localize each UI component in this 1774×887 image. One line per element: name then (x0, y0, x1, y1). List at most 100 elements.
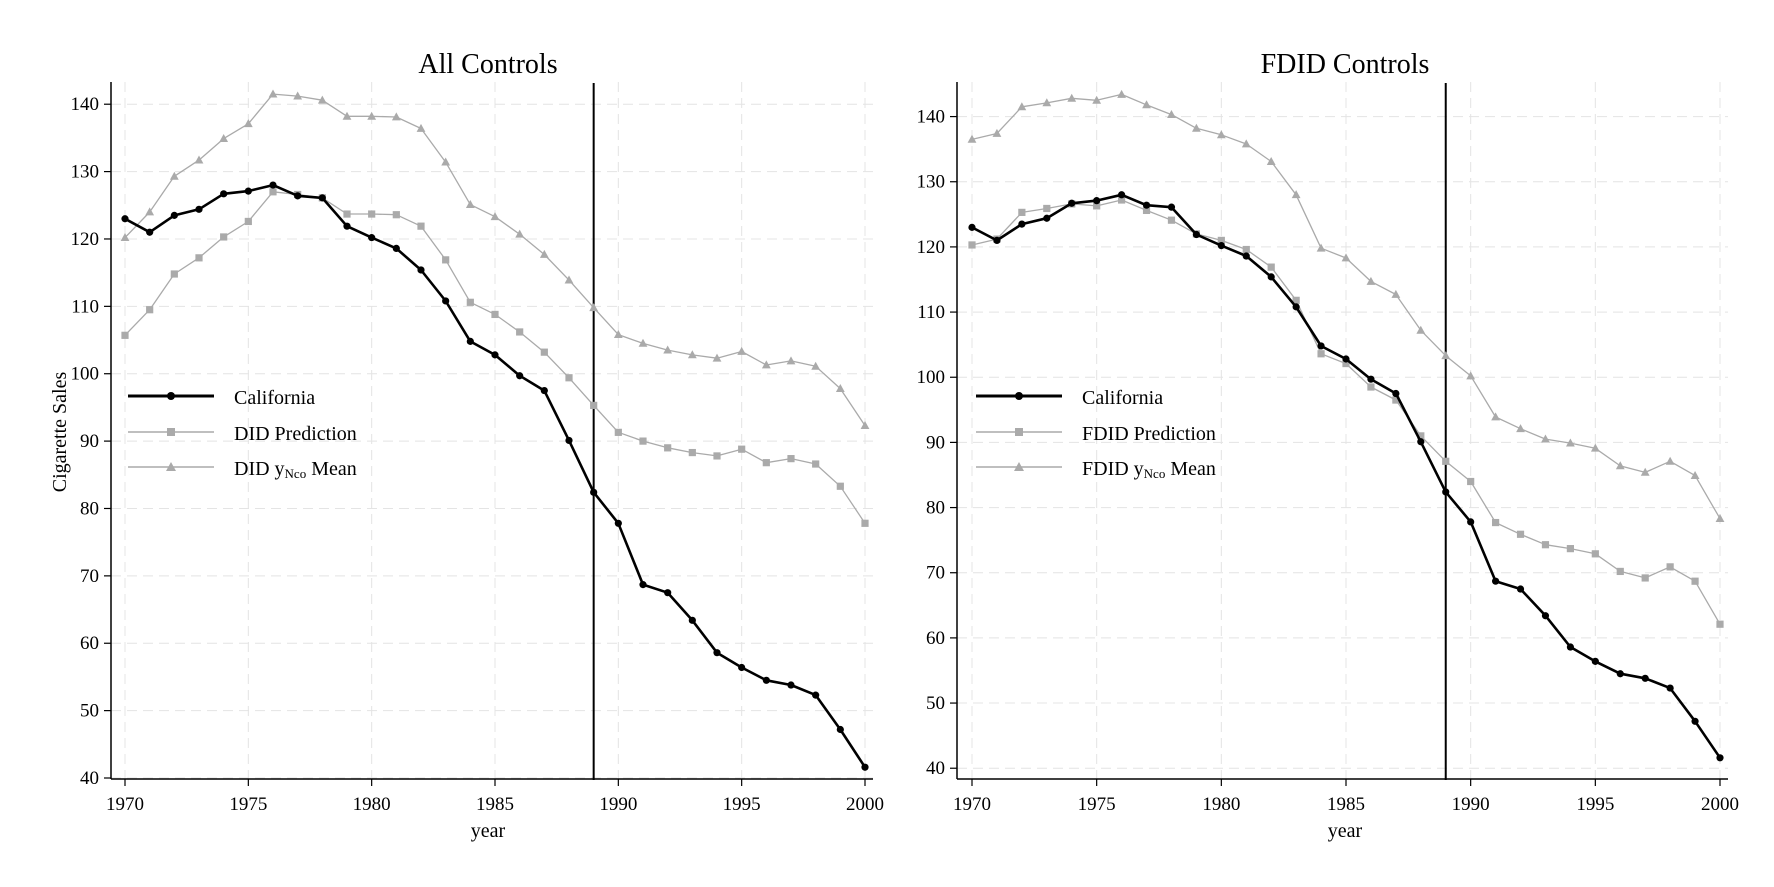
data-point (1118, 196, 1126, 204)
data-point (687, 350, 697, 359)
data-point (1591, 657, 1599, 665)
series-did-y-nco-mean (120, 89, 870, 430)
data-point (1392, 396, 1400, 404)
y-tick-label: 50 (80, 701, 99, 722)
data-point (1391, 289, 1401, 298)
data-point (1316, 243, 1326, 252)
legend: California DID Prediction DID yNco Mean (128, 387, 357, 481)
data-point (442, 256, 450, 264)
data-point (1142, 201, 1151, 209)
data-point (1541, 434, 1550, 443)
data-point (442, 297, 450, 305)
data-point (1615, 461, 1625, 470)
data-point (761, 360, 771, 369)
data-point (1566, 545, 1574, 553)
axes: 40 50 60 70 80 90 100 110 120 130 140 1970 1975 1980 1… (917, 82, 1739, 815)
y-tick-label: 100 (917, 367, 946, 388)
data-point (1491, 412, 1500, 421)
series-california (121, 181, 869, 771)
data-point (194, 155, 204, 164)
series-layer (967, 89, 1725, 762)
legend-label-prediction: DID Prediction (234, 423, 357, 445)
series-california (968, 191, 1724, 762)
data-point (1616, 567, 1624, 576)
data-point (590, 488, 598, 496)
data-point (688, 448, 696, 457)
data-point (1192, 230, 1200, 239)
data-point (836, 725, 844, 734)
y-tick-label: 70 (80, 566, 99, 587)
data-point (762, 676, 770, 684)
data-point (1492, 518, 1500, 527)
data-point (1690, 471, 1700, 480)
data-point (811, 361, 821, 370)
data-point (121, 215, 129, 223)
y-tick-label: 130 (71, 162, 100, 183)
data-point (564, 275, 574, 284)
data-point (1367, 375, 1375, 383)
data-point (1043, 214, 1051, 222)
data-point (466, 337, 474, 345)
data-point (1241, 139, 1251, 148)
data-point (565, 374, 573, 382)
data-point (1691, 577, 1699, 585)
data-point (269, 188, 277, 196)
data-point (1093, 202, 1101, 210)
data-point (1192, 123, 1201, 132)
data-point (1441, 351, 1451, 360)
data-point (861, 519, 869, 527)
y-tick-label: 140 (917, 107, 946, 128)
data-point (145, 207, 155, 216)
y-tick-label: 140 (71, 94, 100, 115)
data-point (713, 452, 721, 460)
legend-label-mean: FDID yNco Mean (1082, 458, 1216, 481)
data-point (590, 401, 598, 409)
data-point (1666, 563, 1674, 571)
data-point (392, 244, 400, 253)
data-point (343, 222, 351, 230)
legend-item-mean: DID yNco Mean (128, 458, 357, 481)
data-point (565, 436, 573, 445)
data-point (293, 91, 303, 100)
x-tick-label: 1985 (1327, 794, 1365, 815)
y-tick-label: 60 (926, 628, 945, 649)
data-point (368, 210, 376, 218)
data-point (1417, 432, 1425, 440)
data-point (786, 356, 796, 365)
data-point (1665, 456, 1675, 465)
data-point (1416, 325, 1426, 334)
x-tick-label: 1970 (106, 794, 144, 815)
x-tick-label: 2000 (1701, 794, 1739, 815)
data-point (1641, 574, 1649, 582)
data-point (1068, 199, 1076, 207)
data-point (663, 345, 673, 354)
data-point (465, 200, 475, 209)
data-point (244, 187, 252, 195)
data-point (1716, 620, 1724, 628)
data-point (195, 254, 203, 262)
data-point (1017, 102, 1027, 111)
x-tick-label: 1995 (1576, 794, 1614, 815)
data-point (737, 346, 747, 355)
data-point (466, 298, 474, 306)
data-point (1366, 276, 1376, 285)
data-point (1242, 252, 1250, 260)
data-point (391, 112, 401, 121)
data-point (540, 386, 548, 395)
data-point (1516, 424, 1525, 433)
legend-item-mean: FDID yNco Mean (976, 458, 1216, 481)
data-point (1591, 550, 1599, 558)
legend: California FDID Prediction FDID yNco Mea… (976, 387, 1216, 481)
data-point (1267, 263, 1275, 271)
y-tick-label: 40 (80, 768, 99, 789)
axes: 40 50 60 70 80 90 100 110 120 130 140 1970 1975 1980 1… (71, 82, 884, 815)
data-point (1018, 220, 1026, 228)
y-tick-label: 50 (926, 693, 945, 714)
data-point (835, 383, 845, 392)
data-point (1392, 389, 1400, 398)
x-tick-label: 1980 (353, 794, 391, 815)
data-point (968, 241, 976, 249)
data-point (515, 229, 525, 238)
data-point (713, 649, 721, 657)
